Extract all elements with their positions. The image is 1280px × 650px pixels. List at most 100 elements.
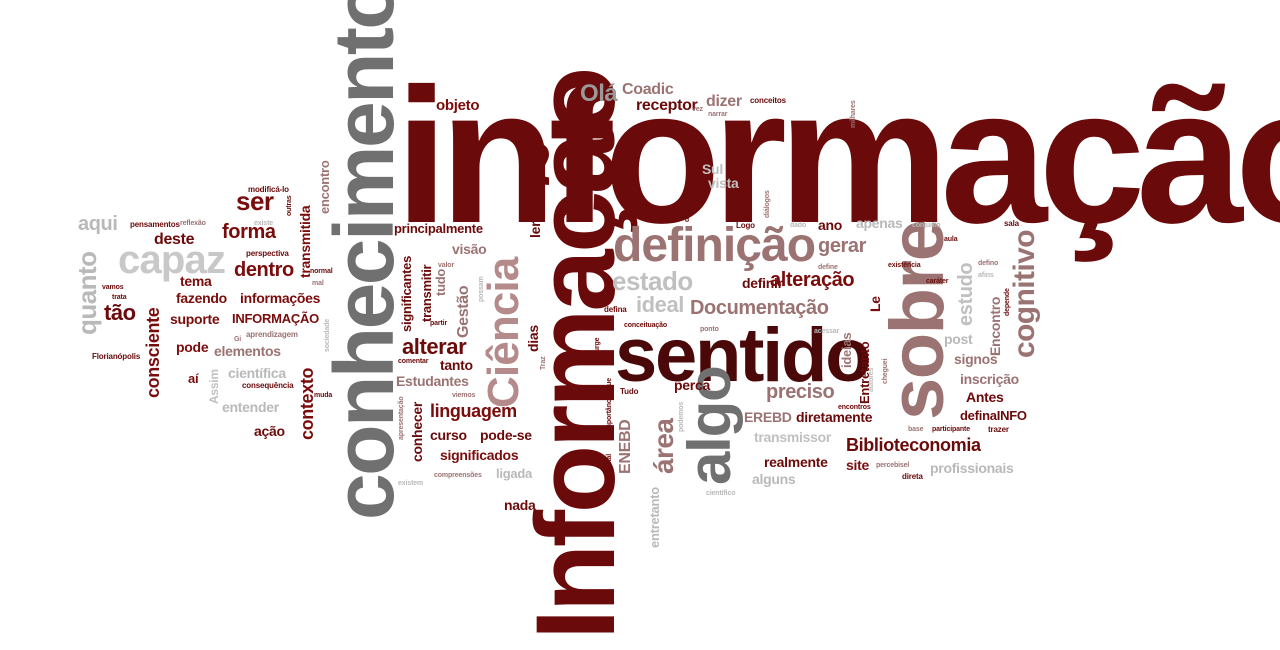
word: possam bbox=[478, 276, 485, 302]
word: diferente bbox=[684, 193, 691, 222]
word: Florianópolis bbox=[92, 352, 141, 361]
word: definição bbox=[613, 219, 816, 272]
word: defino bbox=[978, 260, 999, 267]
word: definir bbox=[742, 275, 783, 291]
word: existência bbox=[888, 262, 921, 269]
word: ser bbox=[236, 186, 274, 216]
word: encontro bbox=[317, 160, 332, 214]
word: existe bbox=[254, 220, 274, 227]
word: deste bbox=[154, 231, 195, 248]
word: participante bbox=[932, 426, 970, 433]
word: ler bbox=[527, 221, 543, 238]
word: principalmente bbox=[394, 221, 483, 236]
word: informações bbox=[240, 290, 321, 306]
word: pode-se bbox=[480, 427, 532, 443]
word: narrar bbox=[708, 111, 728, 118]
word: trata bbox=[112, 294, 127, 301]
word: cheguei bbox=[882, 358, 889, 384]
word: muda bbox=[314, 392, 333, 399]
word: cognitivo bbox=[1008, 230, 1041, 358]
word: definaINFO bbox=[960, 408, 1027, 423]
word: Gestão bbox=[455, 285, 472, 338]
word: significantes bbox=[399, 255, 414, 332]
word: ideias bbox=[839, 332, 854, 368]
word: científico bbox=[706, 490, 736, 497]
word: base bbox=[908, 426, 924, 433]
word: apresentação bbox=[398, 396, 405, 440]
word: vista bbox=[708, 175, 739, 191]
word: inscrição bbox=[960, 371, 1019, 387]
word: depende bbox=[1004, 288, 1011, 316]
word: tema bbox=[180, 273, 212, 289]
word: consciente bbox=[143, 307, 163, 398]
word: acessar bbox=[814, 328, 840, 335]
word: aula bbox=[944, 236, 958, 243]
word: conceitos bbox=[750, 96, 786, 105]
word: direta bbox=[902, 472, 923, 481]
word: profissionais bbox=[930, 460, 1014, 476]
word: linguagem bbox=[430, 401, 517, 421]
word: diálogos bbox=[764, 190, 771, 218]
word: realmente bbox=[764, 454, 828, 470]
word: aqui bbox=[78, 213, 118, 235]
word: dentro bbox=[234, 259, 294, 281]
word: pode bbox=[176, 339, 209, 355]
word: estudo bbox=[955, 262, 977, 326]
word: signos bbox=[954, 351, 998, 367]
word: alterar bbox=[402, 334, 467, 359]
word: Logo bbox=[736, 221, 755, 230]
word: informação bbox=[395, 48, 1280, 263]
word: vamos bbox=[102, 284, 124, 291]
word: autores bbox=[868, 367, 875, 392]
word: ano bbox=[818, 217, 843, 233]
word: transmitir bbox=[419, 264, 434, 322]
word: diretamente bbox=[796, 409, 873, 425]
word: conhecer bbox=[409, 401, 425, 462]
word: preciso bbox=[766, 381, 835, 403]
word: estado bbox=[612, 266, 693, 296]
word: entretanto bbox=[647, 487, 662, 548]
word: transmissor bbox=[754, 429, 832, 445]
word: dado bbox=[790, 222, 807, 229]
word: reflexão bbox=[180, 220, 206, 227]
word: dias bbox=[525, 325, 541, 352]
word: ação bbox=[254, 423, 285, 439]
word: fazendo bbox=[176, 290, 227, 306]
word: caráter bbox=[926, 278, 949, 285]
word: aprendizagem bbox=[246, 330, 298, 339]
word: surge bbox=[594, 337, 601, 356]
word: compreensões bbox=[434, 472, 482, 479]
word: Traz bbox=[540, 356, 547, 370]
word: trazer bbox=[988, 425, 1009, 434]
word: gerar bbox=[818, 235, 867, 257]
word: normal bbox=[310, 268, 333, 275]
word: significados bbox=[440, 447, 519, 463]
word: sala bbox=[1004, 219, 1019, 228]
word: importância bbox=[606, 393, 613, 432]
word: podemos bbox=[678, 401, 685, 432]
word: ideal bbox=[636, 292, 684, 317]
word: pensamentos bbox=[130, 220, 180, 229]
word: consequência bbox=[242, 381, 294, 390]
word: partir bbox=[430, 320, 448, 327]
word: perca bbox=[674, 377, 710, 393]
word: encontros bbox=[838, 404, 871, 411]
word: Antes bbox=[966, 389, 1004, 405]
word: tanto bbox=[440, 357, 473, 373]
word: post bbox=[944, 331, 973, 347]
word: valor bbox=[438, 262, 455, 269]
word: alteração bbox=[770, 269, 855, 291]
word: que bbox=[606, 377, 613, 390]
word: quanto bbox=[72, 251, 102, 335]
word: onde bbox=[980, 159, 1015, 176]
word: Gi bbox=[234, 336, 242, 343]
word: Coadic bbox=[622, 81, 674, 98]
word: elementos bbox=[214, 343, 281, 359]
word: milhares bbox=[850, 100, 857, 128]
word: científica bbox=[228, 365, 286, 381]
word: Biblioteconomia bbox=[846, 435, 981, 455]
word: percebisel bbox=[876, 462, 910, 469]
word: comentar bbox=[398, 358, 429, 365]
word: aí bbox=[188, 371, 199, 386]
word: existem bbox=[398, 480, 424, 487]
